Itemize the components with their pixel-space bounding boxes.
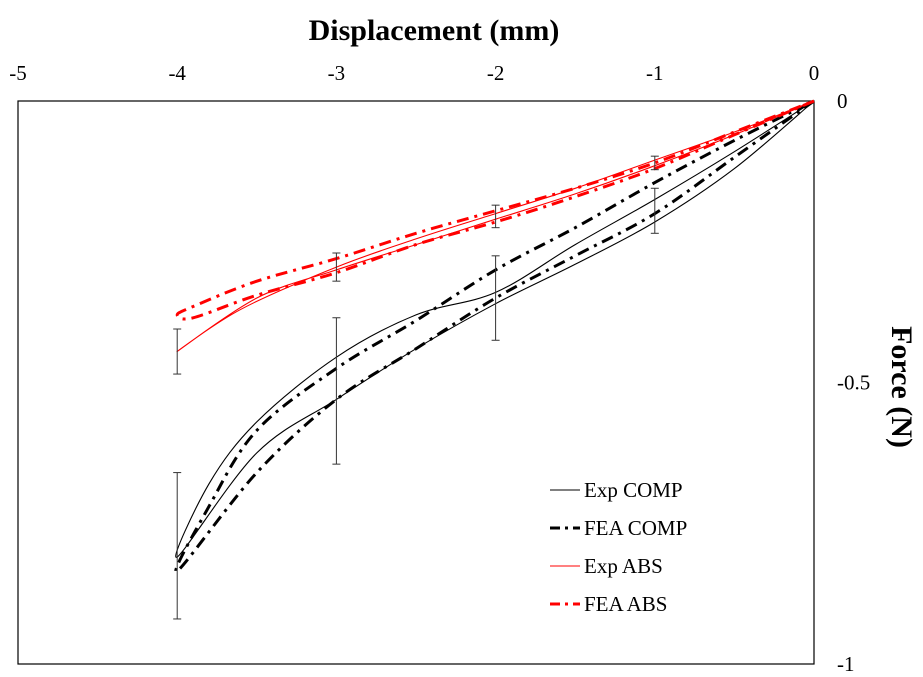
series-line-fea-abs — [175, 99, 815, 321]
error-bars — [173, 155, 659, 620]
x-tick-label: -1 — [646, 61, 664, 85]
plot-area-frame — [17, 100, 815, 665]
legend-label: Exp ABS — [584, 554, 663, 578]
legend: Exp COMP FEA COMP Exp ABS FEA ABS — [550, 478, 687, 616]
y-tick-label: 0 — [837, 89, 848, 113]
x-tick-label: -4 — [168, 61, 186, 85]
y-tick-label: -0.5 — [837, 371, 870, 395]
x-axis-title: Displacement (mm) — [309, 14, 560, 47]
x-tick-label: -5 — [9, 61, 27, 85]
series-line-exp-comp — [175, 100, 815, 558]
y-axis-title: Force (N) — [885, 326, 918, 448]
x-tick-label: 0 — [809, 61, 820, 85]
x-tick-labels: -5 -4 -3 -2 -1 0 — [9, 61, 819, 85]
y-tick-labels: 0 -0.5 -1 — [837, 89, 870, 676]
legend-label: Exp COMP — [584, 478, 683, 502]
legend-label: FEA COMP — [584, 516, 687, 540]
legend-label: FEA ABS — [584, 592, 667, 616]
y-tick-label: -1 — [837, 652, 855, 676]
x-tick-label: -2 — [487, 61, 505, 85]
series-line-fea-comp — [174, 99, 815, 573]
x-tick-label: -3 — [328, 61, 346, 85]
series-layer — [174, 99, 815, 573]
